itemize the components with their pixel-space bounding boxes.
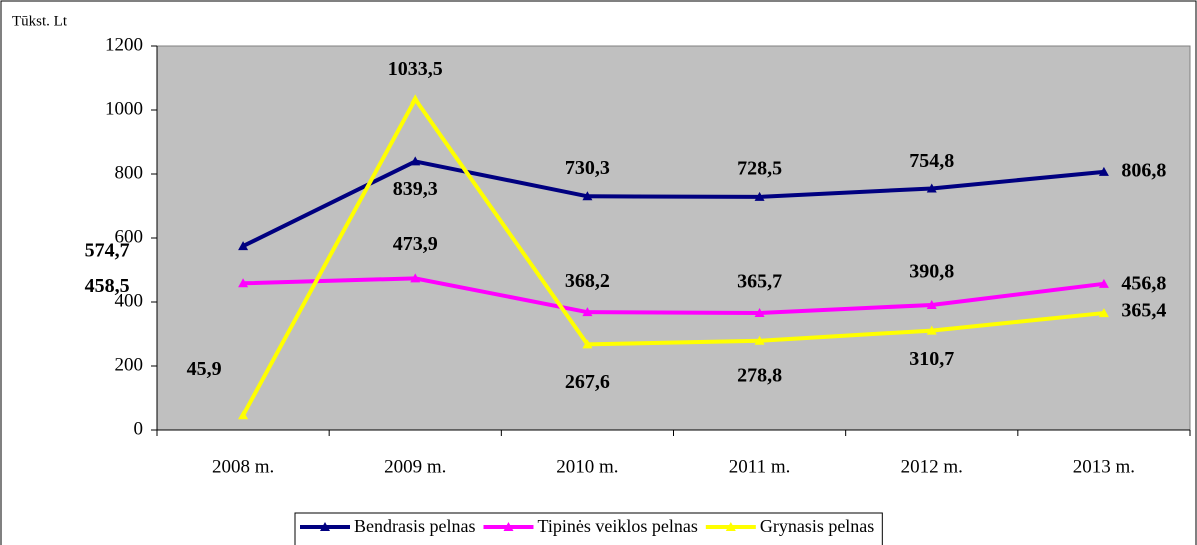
value-label: 365,4 <box>1121 300 1166 322</box>
legend-box <box>294 512 883 545</box>
marker <box>238 278 249 288</box>
value-label: 390,8 <box>909 261 954 283</box>
y-tick-label: 1000 <box>105 98 143 119</box>
value-label: 267,6 <box>565 371 610 393</box>
marker <box>582 307 593 317</box>
series-line <box>243 276 1105 315</box>
value-label: 278,8 <box>737 364 782 386</box>
marker <box>238 410 249 420</box>
value-label: 368,2 <box>565 270 610 292</box>
value-label: 45,9 <box>187 358 222 380</box>
marker <box>754 191 765 201</box>
value-label: 806,8 <box>1121 159 1166 181</box>
marker <box>926 299 937 309</box>
legend-marker <box>725 522 736 531</box>
marker <box>582 339 593 349</box>
value-label: 310,7 <box>909 348 954 370</box>
marker <box>410 156 421 166</box>
y-tick-label: 0 <box>134 418 144 439</box>
series-line <box>242 159 1105 248</box>
value-label: 574,7 <box>85 240 130 262</box>
legend-label: Bendrasis pelnas <box>354 516 475 536</box>
marker <box>926 325 937 335</box>
value-label: 730,3 <box>565 157 610 179</box>
y-tick-label: 400 <box>115 290 144 311</box>
value-label: 754,8 <box>909 150 954 172</box>
marker <box>410 94 421 104</box>
x-tick-label: 2009 m. <box>384 456 446 477</box>
value-label: 473,9 <box>393 233 438 255</box>
legend-label: Grynasis pelnas <box>760 516 874 536</box>
y-tick-label: 1200 <box>105 34 143 55</box>
marker <box>1098 166 1109 176</box>
x-tick-label: 2010 m. <box>556 456 618 477</box>
legend-label: Tipinės veiklos pelnas <box>537 516 697 536</box>
value-label: 456,8 <box>1121 272 1166 294</box>
legend-marker <box>320 522 330 531</box>
marker <box>238 241 249 251</box>
y-tick-label: 200 <box>115 354 144 375</box>
y-tick-label: 800 <box>115 162 144 183</box>
value-label: 728,5 <box>737 157 782 179</box>
marker <box>1098 278 1109 288</box>
x-tick-label: 2011 m. <box>729 456 791 477</box>
marker <box>754 307 765 317</box>
legend-marker <box>503 522 514 531</box>
value-label: 365,7 <box>737 271 782 293</box>
marker <box>582 191 593 201</box>
unit-label: Tūkst. Lt <box>12 13 68 29</box>
x-tick-label: 2012 m. <box>901 456 963 477</box>
series-line <box>241 95 1105 417</box>
legend: Bendrasis pelnas Tipinės veiklos pelnas Gr… <box>294 512 883 545</box>
value-label: 1033,5 <box>388 58 443 80</box>
x-tick-label: 2013 m. <box>1073 456 1135 477</box>
value-label: 458,5 <box>85 275 130 297</box>
marker <box>1098 308 1109 318</box>
marker <box>754 335 765 345</box>
value-label: 839,3 <box>393 178 438 200</box>
marker <box>926 183 937 193</box>
plot-area <box>156 45 1191 431</box>
y-tick-label: 600 <box>115 226 144 247</box>
marker <box>410 273 421 283</box>
x-tick-label: 2008 m. <box>212 456 274 477</box>
